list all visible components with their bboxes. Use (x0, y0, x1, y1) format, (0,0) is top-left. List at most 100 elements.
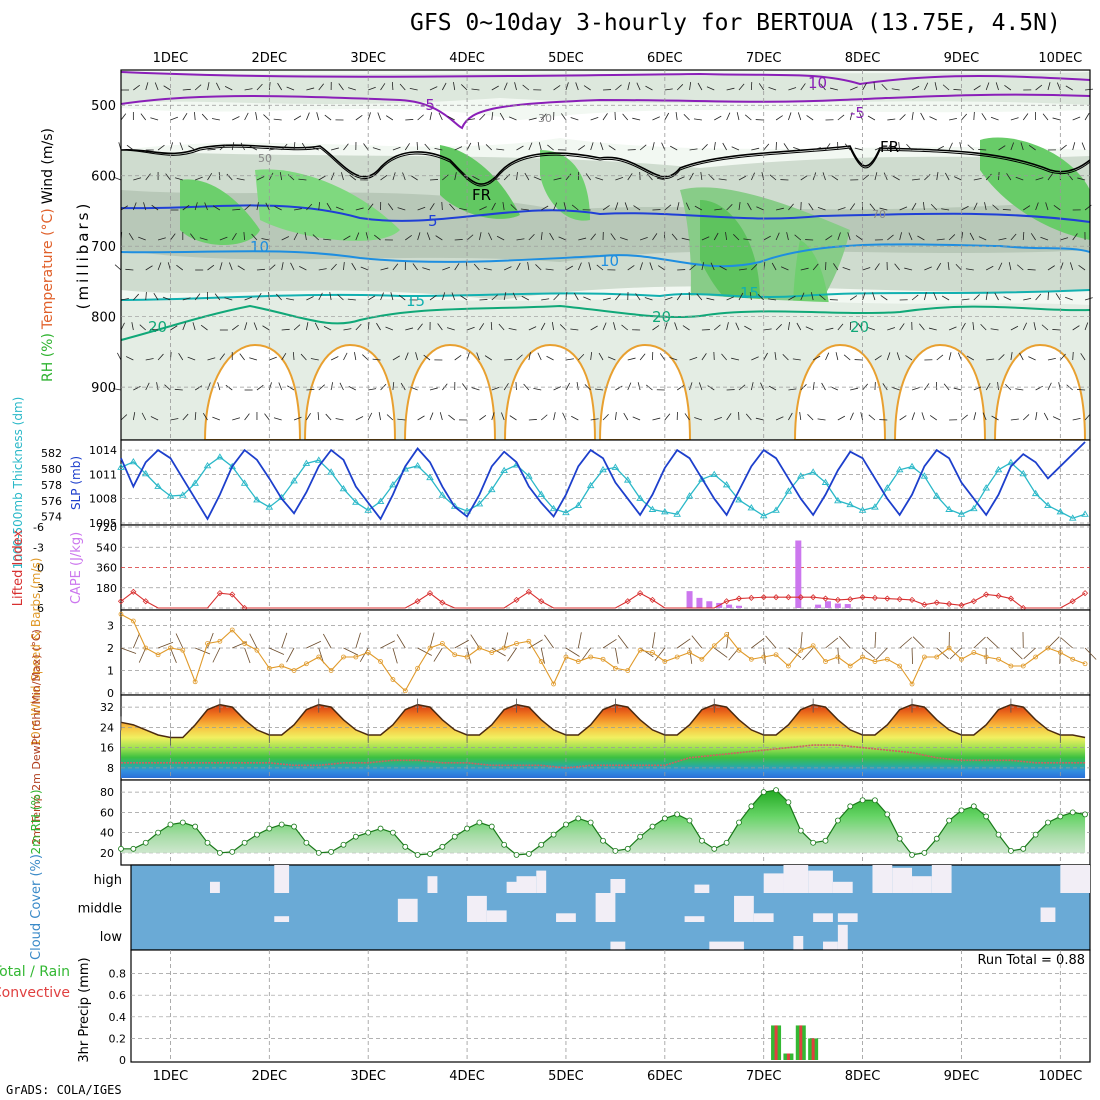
wind-barb (738, 384, 746, 391)
wind-barb (649, 262, 653, 271)
li-point (896, 596, 903, 603)
wind-barb (125, 356, 134, 361)
wind-barb (256, 293, 262, 301)
rh-point (661, 815, 668, 822)
wind-barb (145, 82, 149, 91)
wind-barb (578, 237, 587, 241)
wind-barb (1043, 412, 1049, 421)
wind-barb (216, 82, 221, 91)
wind-barb (652, 233, 658, 241)
wind-barb (998, 237, 1007, 241)
precip-panel: 0 0.2 0.4 0.6 0.8 3hr Precip (mm) Total / Rai… (0, 949, 1091, 1067)
wind-barb (796, 322, 802, 331)
cape-tick: 360 (96, 562, 117, 575)
wind-barb (1035, 177, 1044, 181)
wind-barb (318, 647, 325, 664)
wind-barb (949, 117, 958, 121)
cloud-cover-bar (892, 867, 913, 893)
wind-barb (800, 632, 803, 649)
wind-barb (405, 234, 412, 241)
wind-barb (330, 382, 334, 391)
cloud-cover-bar (832, 881, 853, 893)
wind-barb (479, 323, 485, 331)
li-point (735, 595, 743, 602)
top-date-label: 8DEC (845, 51, 881, 66)
wind-barb (157, 237, 166, 241)
wind-barb (1080, 353, 1086, 361)
wind-barb (476, 352, 480, 361)
wind-barb (855, 235, 863, 241)
thickness-point (500, 466, 508, 474)
wind-barb (874, 146, 883, 151)
wind-barb (607, 356, 616, 361)
wind-barb (735, 322, 740, 331)
cloud-cover-bar (506, 881, 517, 893)
cape-tick: 180 (96, 582, 117, 595)
wind-barb (454, 263, 460, 271)
wind-barb (219, 262, 223, 271)
thickness-point (623, 476, 632, 483)
rh-point (872, 797, 878, 804)
wind-barb (145, 265, 153, 271)
cape-tick: 720 (96, 521, 117, 534)
wind-barb (911, 202, 917, 211)
cloud-cover-bar (1040, 907, 1056, 922)
cloud-level-label: middle (78, 902, 122, 917)
wind-barb (771, 262, 777, 271)
wind-barb (972, 322, 975, 331)
thickness-point (722, 481, 731, 488)
wind-barb (706, 86, 715, 91)
thickness-point (253, 496, 261, 503)
wind-barb (318, 292, 323, 301)
wind-barb (714, 208, 723, 211)
wind-barb (961, 205, 969, 211)
footer-credit: GrADS: COLA/IGES (6, 1083, 122, 1097)
wind-barb (330, 172, 335, 181)
wind-barb (199, 237, 208, 241)
wind-barb (232, 208, 241, 211)
wind-barb (1077, 177, 1086, 181)
wind-barb (862, 292, 866, 301)
wind-barb (879, 207, 888, 211)
wind-barb (929, 415, 937, 421)
thickness-point (710, 470, 719, 478)
wind-barb (253, 322, 258, 331)
wind-barb (150, 117, 159, 121)
cape-bar (844, 604, 851, 608)
wind-barb (669, 145, 678, 151)
wind-barb (251, 233, 258, 241)
wind-barb (867, 115, 876, 121)
li-point (637, 590, 644, 597)
wind-speed-point (748, 656, 754, 662)
wind-barb (807, 414, 814, 421)
li-point (995, 592, 1002, 599)
wind-barb (182, 297, 191, 301)
wind-barb (170, 116, 179, 121)
wind-barb (236, 178, 245, 181)
wind-barb (298, 178, 307, 181)
li-point (1007, 595, 1014, 602)
wind-barb (316, 112, 320, 121)
wind-barb (281, 632, 288, 649)
wind-barb (694, 417, 703, 421)
wind-speed-point (526, 638, 532, 644)
slp-tick: 1011 (89, 468, 117, 481)
contour-label: 15 (406, 292, 425, 310)
wind-barb (442, 174, 449, 181)
cloud-cover-bar (209, 881, 220, 893)
wind-barb (565, 358, 574, 361)
wind-barb (682, 325, 690, 331)
wind-barb (869, 203, 876, 211)
wind-barb (627, 382, 632, 391)
wind-barb (355, 416, 364, 421)
wind-barb (825, 143, 831, 151)
precip-tick: 0.4 (109, 1011, 127, 1024)
wind-barb (405, 327, 414, 331)
wind-barb (553, 202, 558, 211)
thickness-point (117, 463, 125, 470)
contour-label: 15 (740, 284, 759, 302)
wind-barb (225, 384, 233, 391)
wind-barb (862, 82, 867, 91)
thickness-point (1056, 508, 1065, 515)
bottom-date-label: 10DEC (1038, 1069, 1082, 1084)
